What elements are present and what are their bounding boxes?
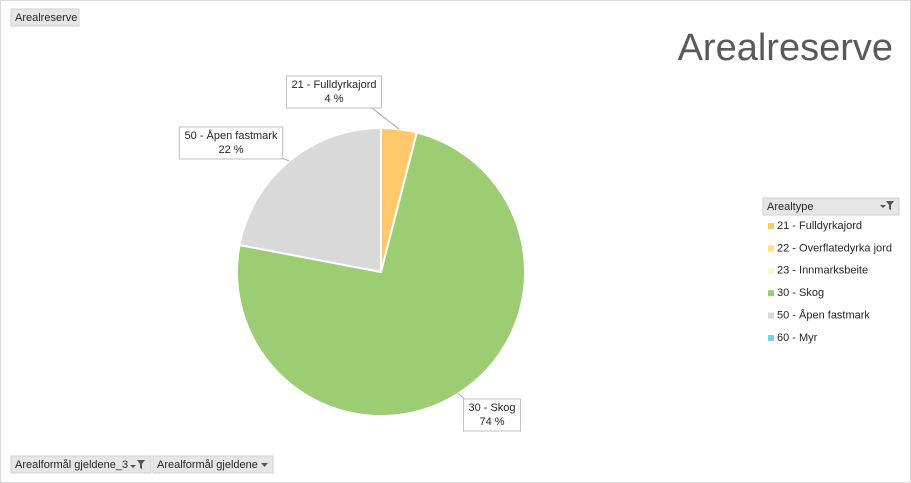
pie-slice xyxy=(238,126,382,274)
data-label-category: 50 - Åpen fastmark xyxy=(185,129,278,142)
legend-label: 22 - Overflatedyrka jord xyxy=(777,242,892,254)
data-label-value: 22 % xyxy=(218,144,243,156)
axis-button-label[interactable]: Arealformål gjeldene_3 xyxy=(15,459,128,471)
legend-label: 21 - Fulldyrkajord xyxy=(777,220,862,232)
legend-title[interactable]: Arealtype xyxy=(767,201,813,213)
legend-header[interactable] xyxy=(762,197,900,216)
axis-button-label[interactable]: Arealformål gjeldene xyxy=(157,459,258,471)
chart-title: Arealreserve xyxy=(678,27,893,69)
filter-button-label[interactable]: Arealreserve xyxy=(15,12,77,24)
filter-icon[interactable] xyxy=(880,201,894,210)
data-label-value: 74 % xyxy=(479,416,504,428)
filter-button[interactable] xyxy=(10,8,80,27)
legend-label: 60 - Myr xyxy=(777,332,818,344)
legend-swatch xyxy=(768,223,774,229)
legend-swatch xyxy=(768,290,774,297)
legend-swatch xyxy=(768,245,774,252)
legend-swatch xyxy=(768,335,774,341)
filter-icon[interactable] xyxy=(130,460,145,469)
data-label-box xyxy=(178,126,284,160)
legend-label: 30 - Skog xyxy=(777,287,824,299)
legend-swatch xyxy=(768,312,774,319)
data-label-category: 21 - Fulldyrkajord xyxy=(292,79,377,91)
axis-button[interactable] xyxy=(152,455,274,474)
legend-label: 23 - Innmarksbeite xyxy=(777,265,868,277)
axis-button[interactable] xyxy=(10,455,152,474)
dropdown-icon[interactable] xyxy=(261,463,268,467)
data-label-box xyxy=(462,398,522,432)
legend-swatch xyxy=(768,267,774,274)
data-label-value: 4 % xyxy=(325,93,344,105)
pie-slice xyxy=(236,131,526,417)
data-label-box xyxy=(286,75,382,109)
data-label-category: 30 - Skog xyxy=(468,402,515,414)
legend-label: 50 - Åpen fastmark xyxy=(777,309,870,322)
leader-line xyxy=(371,107,400,130)
